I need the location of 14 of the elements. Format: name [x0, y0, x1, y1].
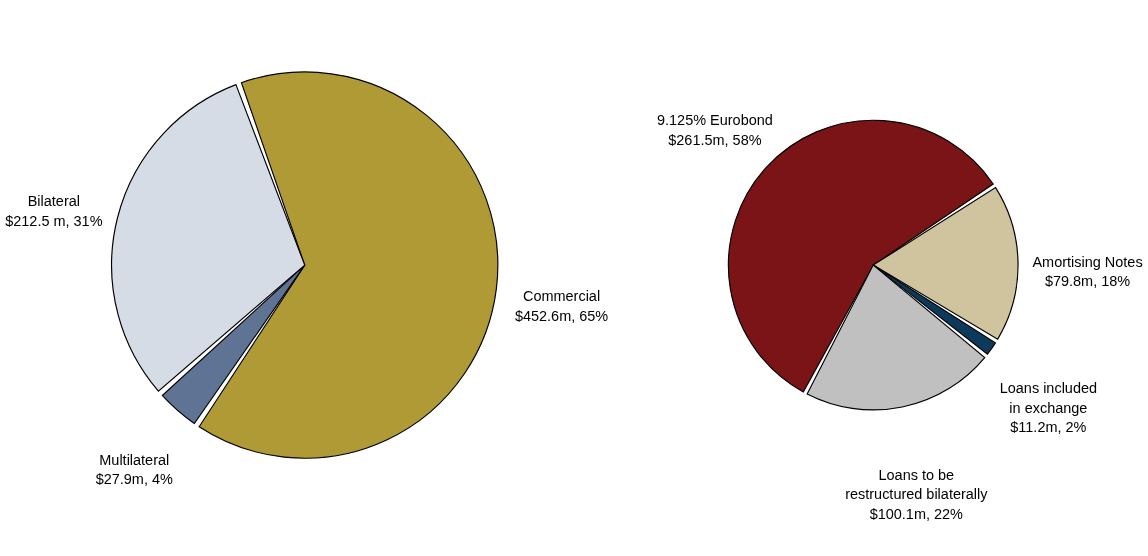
slice-label: 9.125% Eurobond	[657, 112, 773, 129]
data-label: $261.5m, 58%	[668, 131, 762, 148]
data-label: $11.2m, 2%	[1010, 419, 1087, 436]
data-label: $212.5 m, 31%	[5, 212, 103, 229]
data-label: $452.6m, 65%	[514, 307, 609, 324]
slice-label: Loans included in exchange	[999, 380, 1098, 416]
data-label: $27.9m, 4%	[95, 470, 174, 487]
data-label: $100.1m, 22%	[869, 505, 964, 522]
data-label: $79.8m, 18%	[1044, 273, 1131, 290]
slice-label: Commercial	[522, 288, 601, 305]
slice-label: Amortising Notes	[1032, 253, 1143, 270]
slice-label: Loans to be restructured bilaterally	[845, 466, 989, 503]
slice-label: Bilateral	[27, 193, 81, 210]
slice-label: Multilateral	[99, 451, 170, 468]
